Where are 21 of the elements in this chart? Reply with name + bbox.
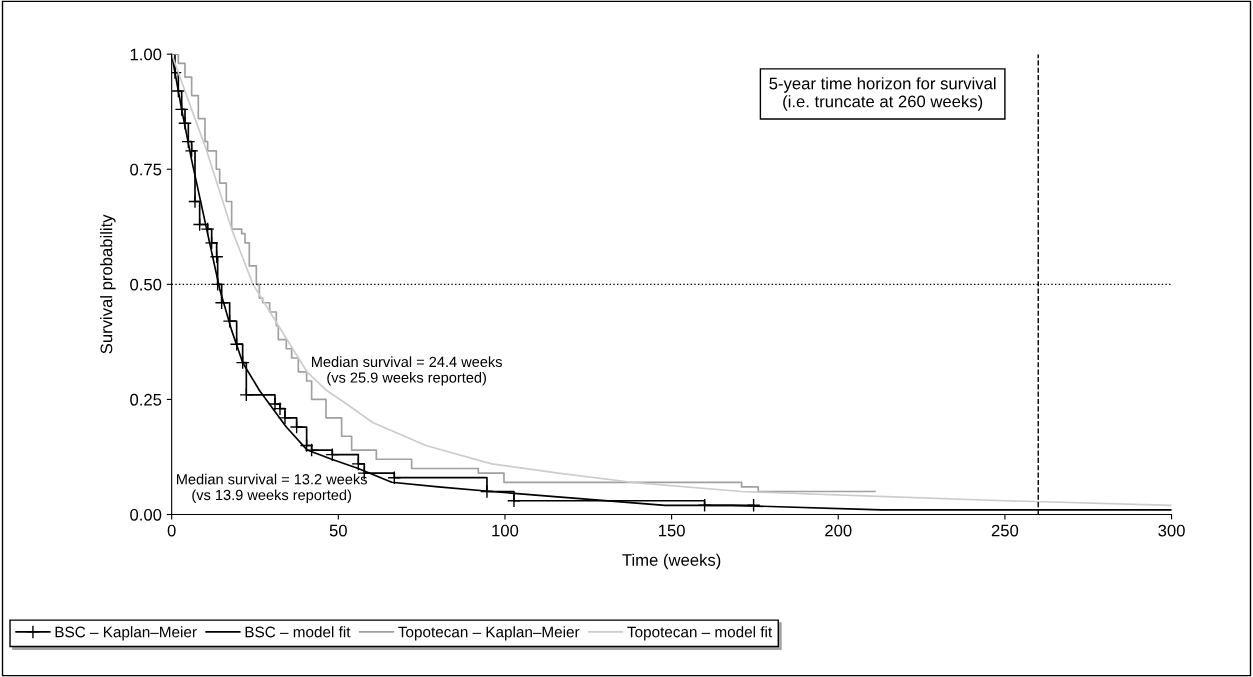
y-tick-label: 0.00: [130, 508, 162, 521]
x-tick-label: 200: [825, 524, 852, 537]
legend-label: Topotecan – model fit: [627, 626, 773, 641]
legend-label: BSC – Kaplan–Meier: [55, 626, 197, 641]
x-tick-label: 100: [492, 524, 519, 537]
y-tick-label: 1.00: [130, 48, 162, 61]
x-axis-title: Time (weeks): [622, 553, 721, 570]
annotation: Median survival = 24.4 weeks (vs 25.9 weeks reported): [311, 356, 502, 386]
x-tick-label: 0: [167, 524, 176, 537]
y-tick-label: 0.75: [130, 163, 162, 176]
annotation: Median survival = 13.2 weeks (vs 13.9 weeks reported): [177, 473, 367, 504]
x-tick-label: 300: [1158, 524, 1185, 537]
y-tick-label: 0.50: [130, 278, 162, 291]
x-tick-label: 250: [991, 524, 1019, 537]
legend-label: BSC – model fit: [245, 626, 351, 638]
x-tick-label: 50: [329, 524, 347, 537]
ref-line-label: 5-year time horizon for survival (i.e. truncate at 260 weeks): [769, 77, 996, 111]
y-axis-title: Survival probability: [100, 214, 116, 354]
y-tick-label: 0.25: [130, 393, 162, 406]
x-tick-label: 150: [658, 524, 685, 537]
legend-label: Topotecan – Kaplan–Meier: [398, 626, 580, 641]
